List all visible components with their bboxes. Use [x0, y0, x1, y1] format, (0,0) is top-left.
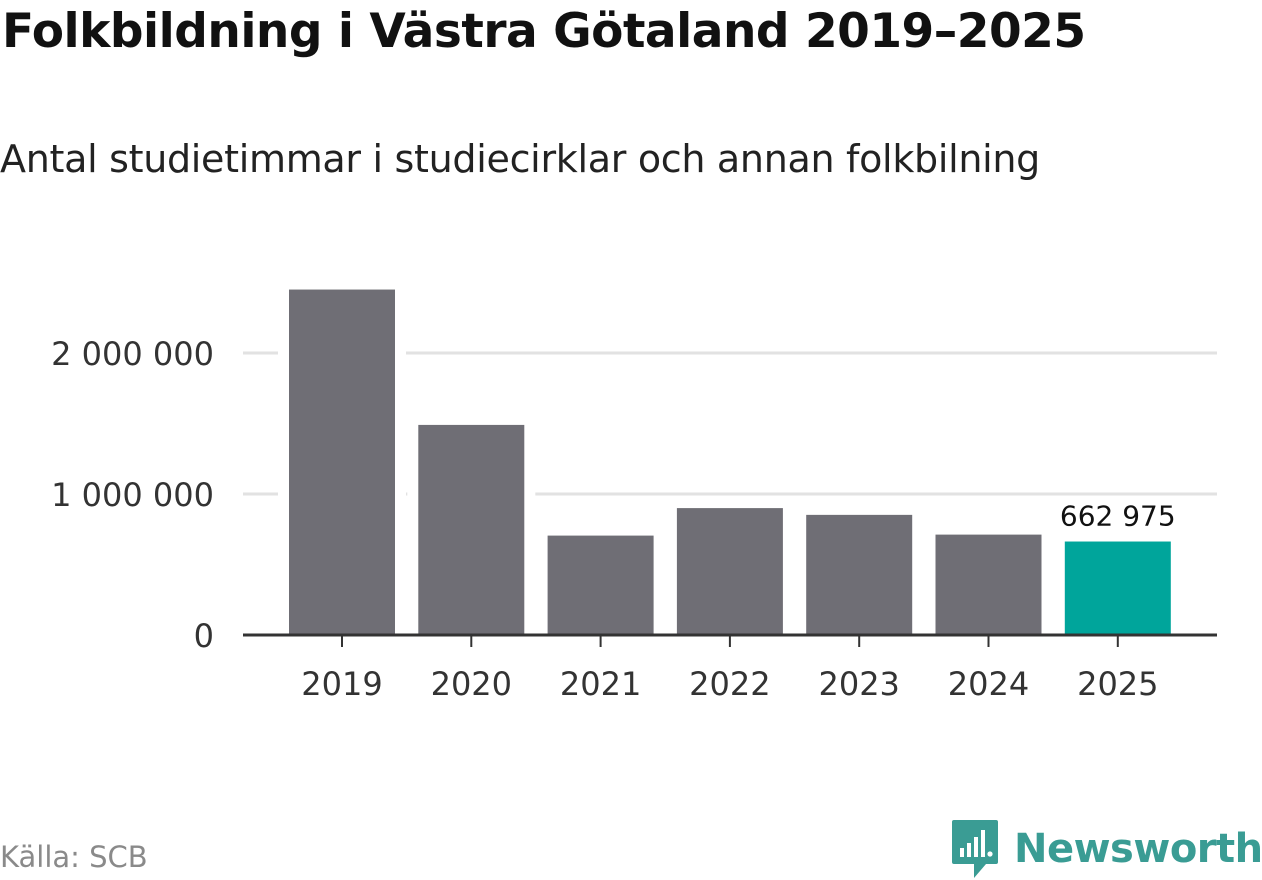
- x-tick-label: 2023: [818, 665, 899, 703]
- chart-title: Folkbildning i Västra Götaland 2019–2025: [2, 4, 1086, 59]
- brand-logo: Newsworthy: [950, 818, 1262, 880]
- bar-chart: 0 1 000 000 2 000 000 2019 2020 2021 2022 2023…: [51, 289, 1217, 703]
- chart-subtitle: Antal studietimmar i studiecirklar och a…: [0, 137, 1041, 181]
- x-tick-label: 2024: [948, 665, 1029, 703]
- bar-2024: [935, 534, 1042, 635]
- y-tick-label: 0: [194, 617, 214, 655]
- bar-2023: [806, 514, 913, 635]
- data-label: 662 975: [1060, 500, 1176, 533]
- bar-2021: [547, 535, 654, 635]
- x-tick-label: 2020: [431, 665, 512, 703]
- bar-2022: [676, 508, 783, 635]
- bars: [278, 289, 1182, 635]
- source-note: Källa: SCB: [0, 840, 148, 874]
- data-labels: 662 975: [1060, 500, 1176, 533]
- x-tick-label: 2021: [560, 665, 641, 703]
- x-tick-label: 2022: [689, 665, 770, 703]
- newsworthy-logo-icon: [952, 820, 998, 878]
- bar-2019: [289, 289, 395, 635]
- y-tick-label: 1 000 000: [51, 476, 214, 514]
- bar-2020: [418, 424, 525, 635]
- y-axis-ticks: 0 1 000 000 2 000 000: [51, 335, 214, 655]
- brand-name: Newsworthy: [1014, 826, 1262, 872]
- x-tick-label: 2019: [301, 665, 382, 703]
- x-tick-label: 2025: [1077, 665, 1158, 703]
- y-tick-label: 2 000 000: [51, 335, 214, 373]
- bar-2025: [1064, 541, 1171, 635]
- x-axis-ticks: 2019 2020 2021 2022 2023 2024 2025: [301, 635, 1159, 703]
